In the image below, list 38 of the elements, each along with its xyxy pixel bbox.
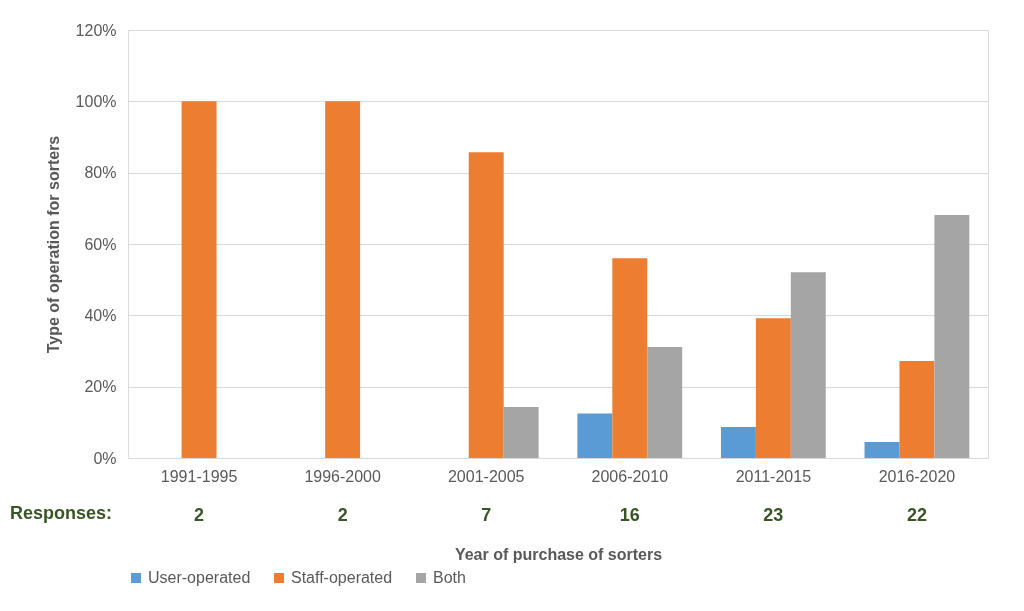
y-tick-label: 0% — [93, 449, 117, 467]
y-tick-label: 60% — [84, 235, 117, 253]
bar — [934, 215, 970, 458]
text: Responses: — [10, 503, 113, 523]
bar — [181, 101, 217, 458]
x-tick-label: 2016-2020 — [878, 467, 956, 485]
text: 2 — [337, 505, 348, 525]
x-axis-title: Year of purchase of sorters — [454, 545, 663, 563]
bar — [790, 272, 826, 458]
bar — [612, 258, 648, 458]
text: 23 — [763, 505, 784, 525]
y-tick-label: 120% — [75, 21, 117, 39]
bar — [468, 152, 504, 458]
bar — [864, 441, 900, 458]
y-tick-label: 80% — [84, 164, 117, 182]
legend-label: Both — [433, 569, 466, 586]
y-tick-label: 100% — [75, 92, 117, 110]
text: 16 — [619, 505, 640, 525]
x-tick-label: 2001-2005 — [447, 467, 525, 485]
x-tick-label: 2006-2010 — [591, 467, 669, 485]
bar — [577, 413, 613, 458]
text: 22 — [906, 505, 927, 525]
x-tick-label: 2011-2015 — [735, 467, 812, 485]
y-tick-label: 20% — [84, 378, 117, 396]
x-tick-label: 1996-2000 — [304, 467, 381, 485]
x-tick-label: 1991-1995 — [160, 467, 238, 485]
y-tick-label: 40% — [84, 306, 117, 324]
bar — [647, 347, 683, 458]
bar — [503, 407, 539, 458]
bar — [755, 318, 791, 458]
bar — [899, 360, 935, 458]
bar — [325, 101, 361, 458]
y-axis-title: Type of operation for sorters — [44, 135, 62, 354]
bar — [720, 426, 756, 458]
legend-label: User-operated — [148, 569, 251, 586]
legend-label: Staff-operated — [291, 569, 393, 586]
text: 2 — [194, 505, 205, 525]
text: 7 — [481, 505, 492, 525]
